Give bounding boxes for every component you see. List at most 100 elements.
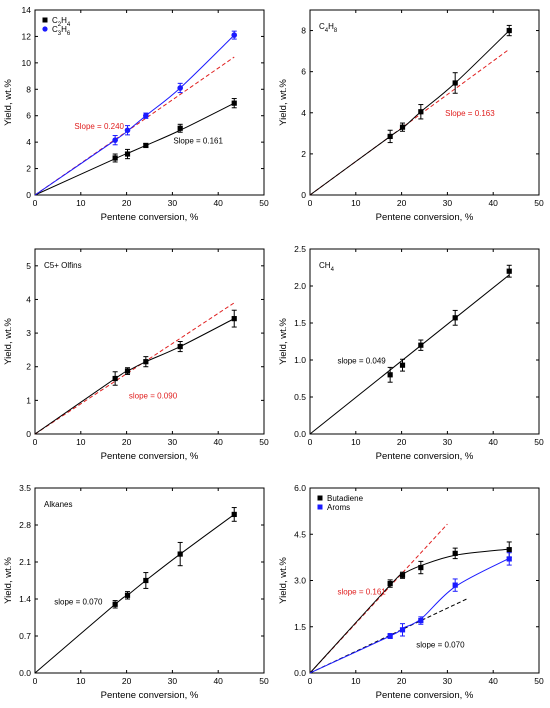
data-point	[387, 372, 393, 378]
x-tick-label: 10	[76, 198, 86, 208]
y-axis-title: Yield, wt.%	[278, 79, 289, 126]
data-point	[143, 142, 149, 149]
x-axis-title: Pentene conversion, %	[376, 690, 474, 701]
data-point	[506, 547, 512, 553]
slope-annotation: Slope = 0.163	[445, 109, 495, 118]
data-point	[387, 133, 393, 140]
y-tick-label: 4	[26, 137, 31, 147]
series-line	[309, 30, 510, 196]
x-axis-title: Pentene conversion, %	[101, 690, 199, 701]
plot-frame	[309, 248, 540, 435]
slope-annotation: slope = 0.070	[416, 641, 465, 650]
y-axis-title: Yield, wt.%	[3, 318, 14, 365]
y-tick-label: 0.0	[19, 668, 31, 678]
y-tick-label: 12	[22, 31, 32, 41]
y-tick-label: 2.1	[19, 557, 31, 567]
y-axis-title: Yield, wt.%	[278, 318, 289, 365]
data-point	[124, 592, 131, 598]
series-line	[34, 34, 235, 196]
slope-annotation: slope = 0.090	[129, 392, 178, 401]
data-point	[399, 362, 406, 368]
y-tick-label: 5	[26, 261, 31, 271]
y-tick-label: 4	[301, 108, 306, 118]
legend-label: C2H4	[52, 16, 71, 28]
x-axis-title: Pentene conversion, %	[376, 212, 474, 223]
x-tick-label: 10	[351, 676, 361, 686]
x-tick-label: 30	[443, 676, 453, 686]
data-point	[112, 155, 118, 161]
chart-panel-4: 0 10 20 30 40 50 0.0 0.5 1.0 1.5 2.0 2.5 Pentene con…	[278, 244, 544, 462]
x-tick-label: 40	[488, 198, 498, 208]
x-tick-label: 20	[397, 676, 407, 686]
y-tick-label: 14	[22, 5, 32, 15]
x-tick-label: 0	[33, 676, 38, 686]
x-tick-label: 30	[168, 437, 178, 447]
y-tick-label: 1.5	[294, 318, 306, 328]
y-tick-label: 2.8	[19, 520, 31, 530]
data-point	[143, 577, 149, 584]
x-tick-label: 40	[213, 198, 223, 208]
y-axis-title: Yield, wt.%	[278, 557, 289, 604]
y-tick-label: 0	[26, 190, 31, 200]
x-tick-label: 30	[168, 676, 178, 686]
data-point	[177, 551, 183, 557]
legend-label: C3H6	[52, 25, 71, 37]
data-point	[177, 125, 183, 131]
data-point	[418, 617, 424, 624]
x-tick-label: 50	[534, 437, 544, 447]
x-tick-label: 30	[443, 437, 453, 447]
x-tick-label: 40	[488, 676, 498, 686]
chart-panel-6: 0 10 20 30 40 50 0.0 1.5 3.0 4.5 6.0 Pentene conver…	[278, 483, 544, 701]
y-tick-label: 1.5	[294, 622, 306, 632]
x-tick-label: 50	[534, 198, 544, 208]
y-tick-label: 2	[301, 149, 306, 159]
data-point	[506, 556, 512, 562]
data-point	[143, 359, 149, 365]
x-axis-title: Pentene conversion, %	[376, 451, 474, 462]
y-tick-label: 8	[301, 26, 306, 36]
legend-marker	[317, 504, 323, 510]
data-point	[418, 564, 424, 571]
panel-title: Alkanes	[44, 500, 72, 509]
data-point	[387, 633, 393, 639]
y-tick-label: 10	[22, 58, 32, 68]
y-tick-label: 8	[26, 84, 31, 94]
x-tick-label: 30	[168, 198, 178, 208]
data-point	[112, 137, 118, 143]
x-tick-label: 10	[76, 676, 86, 686]
y-tick-label: 0.5	[294, 392, 306, 402]
x-tick-label: 0	[308, 676, 313, 686]
plot-frame	[34, 487, 265, 674]
series-line	[34, 102, 235, 196]
data-point	[124, 127, 131, 134]
data-point	[231, 100, 237, 106]
chart-panel-2: 0 10 20 30 40 50 0 2 4 6 8 Pentene conversion, % Yie…	[278, 9, 544, 223]
y-tick-label: 4	[26, 294, 31, 304]
x-tick-label: 20	[122, 676, 132, 686]
x-tick-label: 20	[122, 437, 132, 447]
x-tick-label: 10	[351, 437, 361, 447]
y-tick-label: 3.5	[19, 483, 31, 493]
series-line	[309, 557, 510, 674]
y-tick-label: 3.0	[294, 576, 306, 586]
slope-annotation: slope = 0.161	[337, 587, 386, 596]
data-point	[399, 627, 406, 633]
data-point	[231, 32, 238, 38]
y-tick-label: 0.0	[294, 668, 306, 678]
y-tick-label: 2.0	[294, 281, 306, 291]
legend-label: Aroms	[327, 503, 350, 512]
x-tick-label: 20	[122, 198, 132, 208]
chart-panel-3: 0 10 20 30 40 50 0 1 2 3 4 5 Pentene conversion, % Yi…	[3, 248, 269, 462]
series-line	[309, 548, 510, 674]
slope-annotation: Slope = 0.240	[74, 122, 124, 131]
y-tick-label: 2.5	[294, 244, 306, 254]
x-axis-title: Pentene conversion, %	[101, 212, 199, 223]
data-point	[231, 511, 237, 518]
y-tick-label: 1	[26, 395, 31, 405]
x-tick-label: 40	[213, 676, 223, 686]
y-tick-label: 1.4	[19, 594, 31, 604]
legend-label: Butadiene	[327, 494, 364, 503]
dashed-reference-line	[34, 302, 235, 435]
chart-panel-5: 0 10 20 30 40 50 0.0 0.7 1.4 2.1 2.8 3.5 Pentene con…	[3, 483, 269, 701]
data-point	[177, 343, 183, 350]
